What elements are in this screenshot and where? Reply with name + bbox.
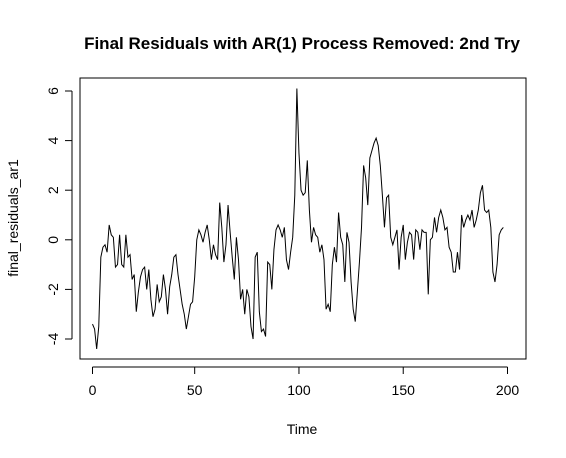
- residuals-series-line: [93, 89, 504, 349]
- chart-title: Final Residuals with AR(1) Process Remov…: [84, 34, 520, 53]
- y-tick-label: -4: [45, 333, 61, 346]
- y-tick-label: 2: [45, 186, 61, 194]
- y-axis-label: final_residuals_ar1: [5, 159, 21, 277]
- x-axis-label: Time: [287, 421, 318, 437]
- y-tick-label: -2: [45, 283, 61, 296]
- y-axis: -4 -2 0 2 4 6: [45, 87, 72, 345]
- plot-frame: [80, 78, 526, 359]
- x-tick-label: 50: [187, 382, 203, 398]
- y-tick-label: 0: [45, 236, 61, 244]
- y-tick-label: 6: [45, 87, 61, 95]
- x-tick-label: 0: [89, 382, 97, 398]
- x-axis: 0 50 100 150 200: [89, 367, 520, 398]
- x-tick-label: 200: [496, 382, 520, 398]
- y-tick-label: 4: [45, 136, 61, 144]
- x-tick-label: 100: [287, 382, 311, 398]
- x-tick-label: 150: [392, 382, 416, 398]
